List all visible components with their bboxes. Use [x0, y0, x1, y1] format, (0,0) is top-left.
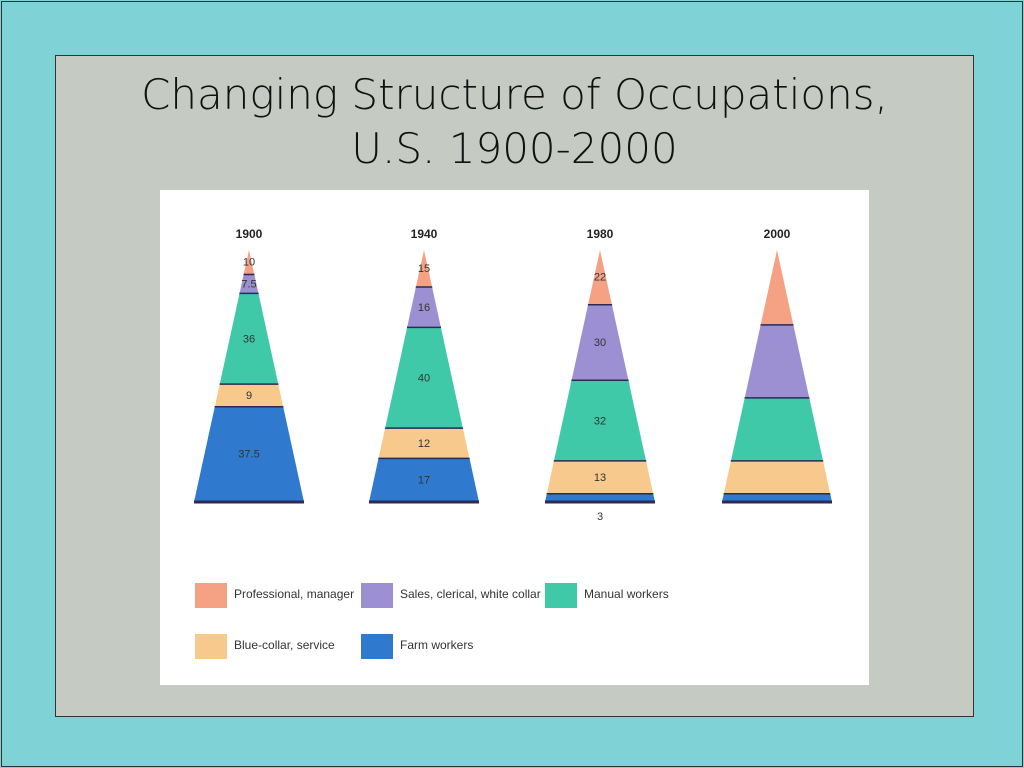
data-label: 12 — [418, 438, 430, 450]
pyramid-segment — [722, 494, 832, 502]
legend-swatch — [195, 634, 227, 659]
legend-label: Sales, clerical, white collar — [400, 587, 541, 601]
pyramid-segment — [239, 275, 259, 295]
pyramid-segment — [571, 305, 629, 382]
title-line: Changing Structure of Occupations, — [141, 70, 888, 119]
data-label: 30 — [594, 337, 606, 349]
data-label: 17 — [418, 474, 430, 486]
pyramid-segment — [219, 294, 279, 385]
legend-swatch — [545, 583, 577, 608]
legend-label: Farm workers — [400, 638, 473, 652]
pyramid-segment — [553, 381, 647, 462]
pyramid-title: 1940 — [411, 227, 438, 241]
legend-label: Manual workers — [584, 587, 669, 601]
pyramid-segment — [723, 461, 831, 495]
pyramid-title: 1900 — [236, 227, 263, 241]
pyramid-segment — [384, 328, 464, 429]
pyramid-title: 1980 — [587, 227, 614, 241]
data-label: 22 — [594, 272, 606, 284]
legend-swatch — [195, 583, 227, 608]
pyramid-segment — [369, 459, 479, 502]
data-label: 36 — [243, 333, 255, 345]
title-line: U.S. 1900-2000 — [351, 124, 678, 173]
pyramid-segment — [415, 250, 433, 288]
pyramid-segment — [546, 461, 654, 495]
pyramid-segment — [378, 428, 470, 460]
pyramid-title: 2000 — [764, 227, 791, 241]
pyramid-segment — [587, 250, 613, 306]
data-label: 32 — [594, 415, 606, 427]
pyramid-segment — [406, 287, 442, 329]
data-label: 13 — [594, 472, 606, 484]
pyramid-segment — [545, 494, 655, 502]
pyramid-segment — [744, 325, 810, 399]
data-label: 3 — [597, 511, 603, 523]
legend-label: Blue-collar, service — [234, 638, 335, 652]
data-label: 37.5 — [238, 449, 259, 461]
pyramid-segment — [194, 407, 304, 502]
data-label: 16 — [418, 302, 430, 314]
data-label: 9 — [246, 390, 252, 402]
slide-title: Changing Structure of Occupations, U.S. … — [56, 68, 973, 176]
pyramid-segment — [760, 250, 794, 326]
data-label: 40 — [418, 372, 430, 384]
legend-swatch — [361, 583, 393, 608]
pyramid-segment — [243, 250, 255, 276]
data-label: 10 — [243, 257, 255, 269]
chart: 1900107.536937.5194015164012171980223032… — [160, 190, 869, 685]
data-label: 7.5 — [241, 279, 256, 291]
pyramid-segment — [214, 384, 284, 408]
data-label: 15 — [418, 263, 430, 275]
pyramid-segment — [730, 398, 824, 462]
legend-label: Professional, manager — [234, 587, 354, 601]
legend-swatch — [361, 634, 393, 659]
